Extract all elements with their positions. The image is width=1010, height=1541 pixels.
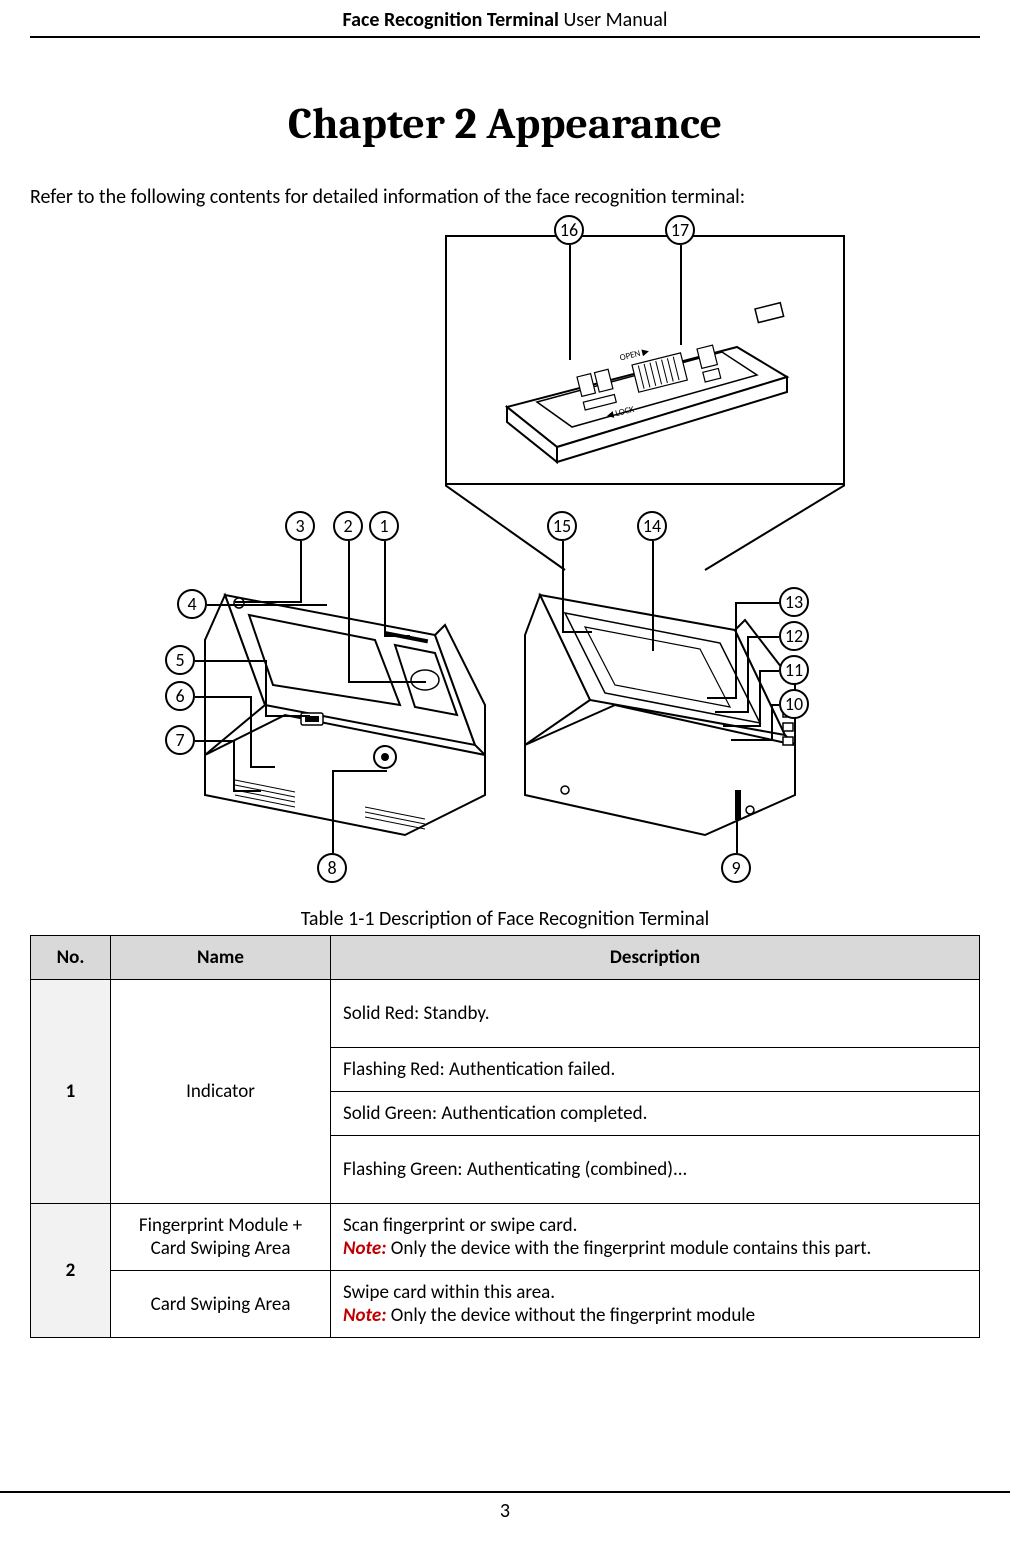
detail-panel-svg: OPEN ▶ ◀ LOCK	[447, 237, 847, 487]
note-label: Note:	[343, 1237, 386, 1260]
note-label: Note:	[343, 1304, 386, 1327]
callout-2: 2	[333, 511, 363, 541]
intro-text: Refer to the following contents for deta…	[30, 185, 980, 209]
table-header-row: No. Name Description	[31, 936, 980, 980]
callout-5: 5	[165, 645, 195, 675]
callout-7: 7	[165, 725, 195, 755]
callout-3: 3	[285, 511, 315, 541]
cell-no-2: 2	[31, 1204, 111, 1338]
cell-no-1: 1	[31, 980, 111, 1204]
device-rear	[505, 535, 825, 855]
callout-11: 11	[779, 655, 809, 685]
detail-panel: OPEN ▶ ◀ LOCK	[445, 235, 845, 485]
callout-9: 9	[721, 853, 751, 883]
callout-14: 14	[637, 511, 667, 541]
cell-name-2b: Card Swiping Area	[111, 1271, 331, 1338]
page-number: 3	[30, 1499, 980, 1523]
header-rest: User Manual	[559, 8, 668, 32]
callout-8: 8	[317, 853, 347, 883]
desc-2a-line2: Only the device with the fingerprint mod…	[386, 1237, 871, 1260]
callout-10: 10	[779, 689, 809, 719]
header-title: Face Recognition Terminal User Manual	[343, 8, 668, 32]
page-header: Face Recognition Terminal User Manual	[30, 0, 980, 38]
callout-12: 12	[779, 621, 809, 651]
th-name: Name	[111, 936, 331, 980]
th-no: No.	[31, 936, 111, 980]
header-bold: Face Recognition Terminal	[343, 8, 559, 32]
cell-desc-1d: Flashing Green: Authenticating (combined…	[331, 1136, 980, 1204]
cell-name-1: Indicator	[111, 980, 331, 1204]
cell-desc-2a: Scan fingerprint or swipe card. Note: On…	[331, 1204, 980, 1271]
open-label: OPEN ▶	[619, 346, 651, 364]
description-table: No. Name Description 1 Indicator Solid R…	[30, 935, 980, 1338]
callout-6: 6	[165, 681, 195, 711]
cell-desc-2b: Swipe card within this area. Note: Only …	[331, 1271, 980, 1338]
desc-2b-line2: Only the device without the fingerprint …	[386, 1304, 755, 1327]
desc-2a-line1: Scan fingerprint or swipe card.	[343, 1214, 577, 1237]
table-caption: Table 1-1 Description of Face Recognitio…	[30, 907, 980, 931]
callout-1: 1	[369, 511, 399, 541]
callout-17: 17	[665, 215, 695, 245]
callout-13: 13	[779, 587, 809, 617]
table-row: Card Swiping Area Swipe card within this…	[31, 1271, 980, 1338]
appearance-diagram: OPEN ▶ ◀ LOCK 16 17	[145, 215, 865, 895]
cell-name-2a: Fingerprint Module + Card Swiping Area	[111, 1204, 331, 1271]
table-row: 1 Indicator Solid Red: Standby.	[31, 980, 980, 1048]
cell-desc-1a: Solid Red: Standby.	[331, 980, 980, 1048]
callout-16: 16	[554, 215, 584, 245]
cell-desc-1c: Solid Green: Authentication completed.	[331, 1092, 980, 1136]
callout-4: 4	[177, 589, 207, 619]
desc-2b-line1: Swipe card within this area.	[343, 1281, 555, 1304]
chapter-title: Chapter 2 Appearance	[0, 98, 1010, 149]
callout-15: 15	[547, 511, 577, 541]
page-footer: 3	[0, 1491, 1010, 1523]
cell-desc-1b: Flashing Red: Authentication failed.	[331, 1048, 980, 1092]
th-desc: Description	[331, 936, 980, 980]
table-row: 2 Fingerprint Module + Card Swiping Area…	[31, 1204, 980, 1271]
